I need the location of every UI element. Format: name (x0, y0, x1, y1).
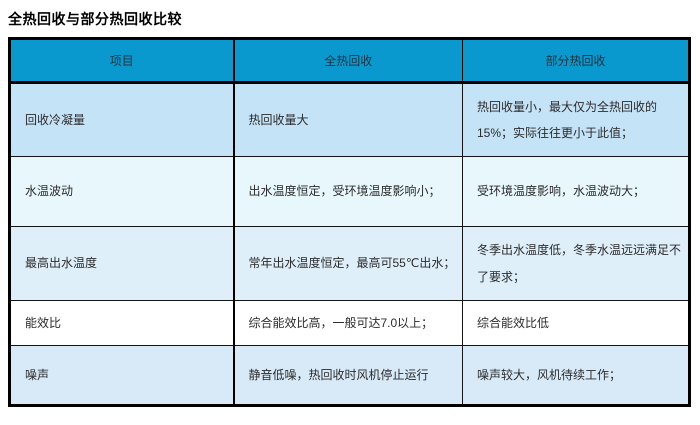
item-cell: 噪声 (9, 345, 235, 407)
full-recovery-cell: 综合能效比高，一般可达7.0以上； (233, 300, 463, 346)
header-cell-partial-recovery: 部分热回收 (462, 38, 690, 84)
item-cell: 能效比 (9, 300, 235, 346)
partial-recovery-cell: 冬季出水温度低，冬季水温远远满足不了要求； (462, 226, 690, 301)
full-recovery-cell: 出水温度恒定，受环境温度影响小； (233, 156, 463, 227)
item-cell: 最高出水温度 (9, 226, 235, 301)
table-header-row: 项目 全热回收 部分热回收 (9, 38, 690, 84)
table-row: 能效比 综合能效比高，一般可达7.0以上； 综合能效比低 (9, 300, 690, 346)
item-cell: 水温波动 (9, 156, 235, 227)
item-cell: 回收冷凝量 (9, 82, 235, 157)
table-row: 水温波动 出水温度恒定，受环境温度影响小； 受环境温度影响，水温波动大； (9, 156, 690, 227)
partial-recovery-cell: 热回收量小，最大仅为全热回收的15%；实际往往更小于此值； (462, 82, 690, 157)
table-row: 噪声 静音低噪，热回收时风机停止运行 噪声较大，风机待续工作； (9, 345, 690, 407)
header-cell-item: 项目 (9, 38, 235, 84)
partial-recovery-cell: 综合能效比低 (462, 300, 690, 346)
partial-recovery-cell: 受环境温度影响，水温波动大； (462, 156, 690, 227)
full-recovery-cell: 静音低噪，热回收时风机停止运行 (233, 345, 463, 406)
full-recovery-cell: 常年出水温度恒定，最高可55℃出水； (233, 226, 463, 301)
table-row: 最高出水温度 常年出水温度恒定，最高可55℃出水； 冬季出水温度低，冬季水温远远… (9, 226, 690, 301)
header-cell-full-recovery: 全热回收 (233, 38, 463, 84)
comparison-table: 项目 全热回收 部分热回收 回收冷凝量 热回收量大 热回收量小，最大仅为全热回收… (8, 37, 691, 407)
full-recovery-cell: 热回收量大 (233, 82, 463, 157)
partial-recovery-cell: 噪声较大，风机待续工作； (462, 345, 690, 406)
page-title: 全热回收与部分热回收比较 (8, 11, 182, 27)
table-row: 回收冷凝量 热回收量大 热回收量小，最大仅为全热回收的15%；实际往往更小于此值… (9, 82, 690, 157)
